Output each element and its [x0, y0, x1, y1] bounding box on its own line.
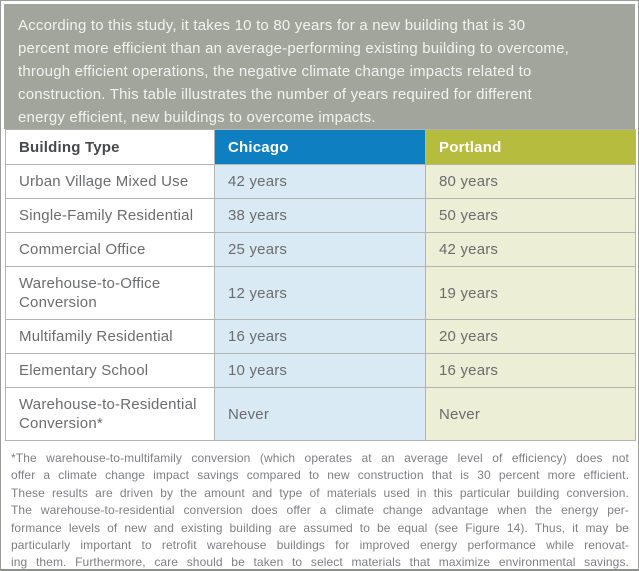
portland-value-cell: 50 years — [425, 198, 636, 233]
chicago-column-header: Chicago — [214, 129, 426, 165]
intro-caption-line: According to this study, it takes 10 to … — [18, 17, 526, 34]
footnote-line: particularly important to retrofit wareh… — [11, 538, 629, 553]
table-footnote: *The warehouse-to-multifamily conversion… — [4, 441, 635, 570]
chicago-value-cell: 12 years — [214, 266, 426, 320]
building-type-cell: Single-Family Residential — [5, 198, 215, 233]
footnote-line: The warehouse-to-residential conversion … — [11, 503, 629, 518]
portland-value-cell: 20 years — [425, 319, 636, 354]
building-type-cell: Multifamily Residential — [5, 319, 215, 354]
building-impact-table: Building Type Chicago Portland Urban Vil… — [5, 129, 636, 441]
building-type-cell: Warehouse-to-Office Conversion — [5, 266, 215, 320]
footnote-line: *The warehouse-to-multifamily conversion… — [11, 451, 629, 465]
chicago-value-cell: Never — [214, 387, 426, 441]
intro-caption-line: through efficient operations, the negati… — [18, 63, 532, 80]
table-row: Warehouse-to-Office Conversion 12 years … — [5, 266, 636, 320]
portland-value-cell: 16 years — [425, 353, 636, 388]
portland-value-cell: Never — [425, 387, 636, 441]
chicago-value-cell: 25 years — [214, 232, 426, 267]
table-row: Single-Family Residential 38 years 50 ye… — [5, 198, 636, 233]
footnote-line: These results are driven by the amount a… — [11, 485, 629, 500]
table-row: Commercial Office 25 years 42 years — [5, 232, 636, 267]
table-row: Warehouse-to-Residential Conversion* Nev… — [5, 387, 636, 441]
intro-caption-line: percent more efficient than an average-p… — [18, 40, 570, 57]
portland-column-header: Portland — [425, 129, 636, 165]
portland-value-cell: 80 years — [425, 164, 636, 199]
intro-caption-line: energy efficient, new buildings to overc… — [18, 109, 376, 126]
table-header-row: Building Type Chicago Portland — [5, 129, 636, 165]
table-row: Multifamily Residential 16 years 20 year… — [5, 319, 636, 354]
chicago-value-cell: 42 years — [214, 164, 426, 199]
chicago-value-cell: 10 years — [214, 353, 426, 388]
portland-value-cell: 42 years — [425, 232, 636, 267]
footnote-line: formance levels of new and existing buil… — [11, 520, 629, 535]
building-type-cell: Commercial Office — [5, 232, 215, 267]
building-type-column-header: Building Type — [5, 129, 215, 165]
table-row: Urban Village Mixed Use 42 years 80 year… — [5, 164, 636, 199]
intro-caption-box: According to this study, it takes 10 to … — [4, 4, 635, 129]
building-type-cell: Warehouse-to-Residential Conversion* — [5, 387, 215, 441]
intro-caption-line: construction. This table illustrates the… — [18, 86, 532, 103]
portland-value-cell: 19 years — [425, 266, 636, 320]
building-type-cell: Elementary School — [5, 353, 215, 388]
chicago-value-cell: 16 years — [214, 319, 426, 354]
table-row: Elementary School 10 years 16 years — [5, 353, 636, 388]
building-type-cell: Urban Village Mixed Use — [5, 164, 215, 199]
footnote-line: ing them. Furthermore, care should be ta… — [11, 555, 629, 570]
footnote-line: offer a climate change impact savings co… — [11, 468, 629, 483]
chicago-value-cell: 38 years — [214, 198, 426, 233]
